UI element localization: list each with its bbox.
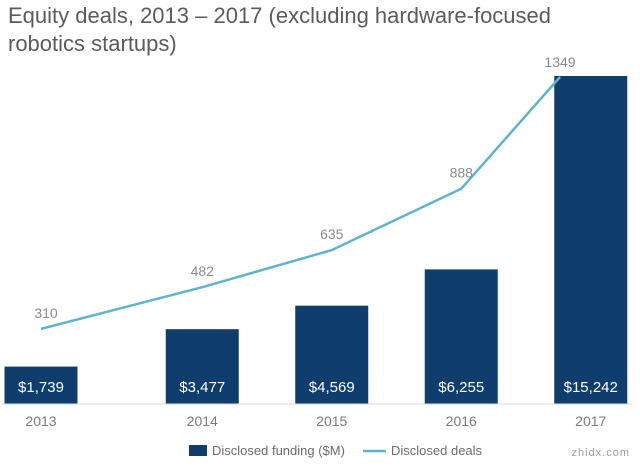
watermark-logo: zhidx.com <box>571 447 630 459</box>
chart-title-line-1: Equity deals, 2013 – 2017 (excluding har… <box>8 3 552 28</box>
bar-2014 <box>165 329 239 404</box>
bar-2015 <box>295 305 369 404</box>
legend-funding-swatch <box>189 445 207 456</box>
deals-label-2013: 310 <box>34 305 58 321</box>
x-tick-2013: 2013 <box>25 413 56 429</box>
bars-group <box>4 76 628 404</box>
x-tick-labels: 2013 2014 2015 2016 2017 <box>25 413 606 429</box>
deals-labels-group: 310 482 635 888 1349 <box>34 54 575 321</box>
deals-label-2017: 1349 <box>544 54 575 70</box>
bar-labels-group: $1,739 $3,477 $4,569 $6,255 $15,242 <box>18 379 618 396</box>
bar-value-label-2016: $6,255 <box>438 379 484 396</box>
bar-2017 <box>554 76 628 404</box>
bar-2013 <box>4 366 78 404</box>
legend: Disclosed funding ($M) Disclosed deals <box>189 443 483 458</box>
bar-2016 <box>424 269 498 404</box>
deals-label-2016: 888 <box>450 165 474 181</box>
chart-title: Equity deals, 2013 – 2017 (excluding har… <box>8 2 568 58</box>
bar-value-label-2017: $15,242 <box>564 379 618 396</box>
x-tick-2015: 2015 <box>316 413 347 429</box>
bar-value-label-2014: $3,477 <box>179 379 225 396</box>
bar-value-label-2013: $1,739 <box>18 379 64 396</box>
deals-label-2015: 635 <box>320 226 344 242</box>
bar-value-label-2015: $4,569 <box>309 379 355 396</box>
legend-deals-label: Disclosed deals <box>391 443 483 458</box>
x-tick-2016: 2016 <box>446 413 477 429</box>
deals-label-2014: 482 <box>191 263 215 279</box>
legend-funding-label: Disclosed funding ($M) <box>212 443 345 458</box>
x-tick-2017: 2017 <box>575 413 606 429</box>
deals-series-line <box>40 76 561 331</box>
chart-title-line-2: robotics startups) <box>8 31 177 56</box>
x-tick-2014: 2014 <box>187 413 218 429</box>
